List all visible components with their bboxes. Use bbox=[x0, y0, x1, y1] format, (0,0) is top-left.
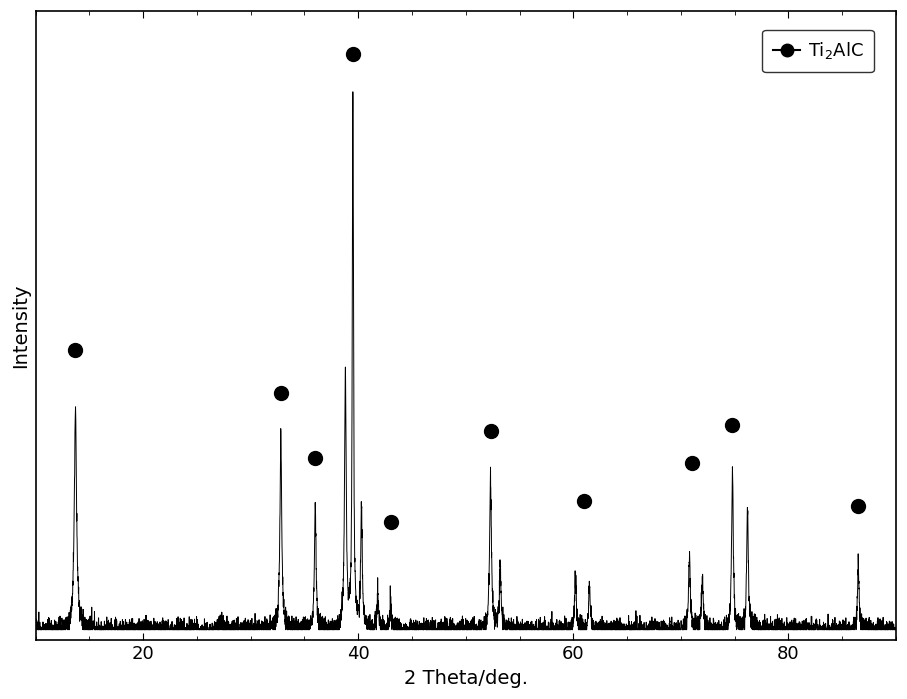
Point bbox=[274, 387, 288, 398]
X-axis label: 2 Theta/deg.: 2 Theta/deg. bbox=[404, 669, 528, 688]
Point bbox=[346, 48, 360, 59]
Point bbox=[308, 452, 323, 463]
Point bbox=[68, 345, 83, 356]
Point bbox=[851, 500, 865, 512]
Point bbox=[726, 419, 740, 431]
Point bbox=[577, 495, 591, 506]
Y-axis label: Intensity: Intensity bbox=[11, 284, 30, 368]
Point bbox=[684, 457, 698, 468]
Point bbox=[483, 425, 498, 436]
Point bbox=[384, 517, 398, 528]
Legend: Ti$_2$AlC: Ti$_2$AlC bbox=[763, 29, 874, 72]
